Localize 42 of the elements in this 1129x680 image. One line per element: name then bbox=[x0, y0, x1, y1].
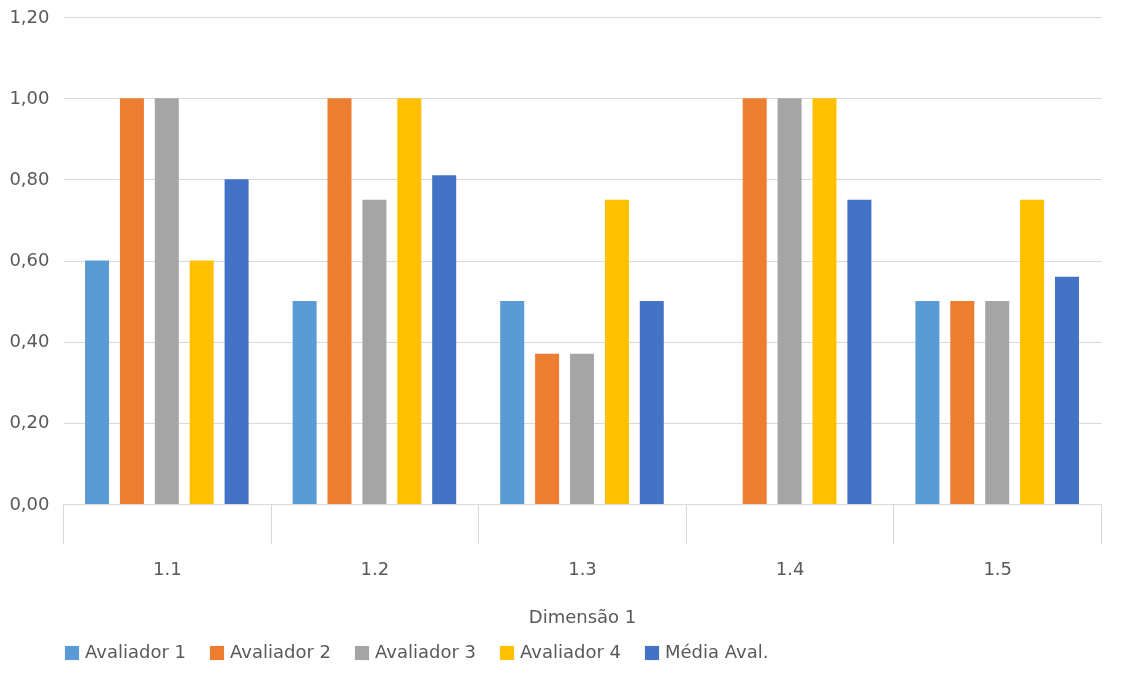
legend-label: Avaliador 3 bbox=[375, 641, 476, 662]
legend-label: Avaliador 2 bbox=[230, 641, 331, 662]
x-tick-label: 1.1 bbox=[152, 557, 182, 579]
bar bbox=[950, 301, 975, 504]
bar bbox=[847, 199, 872, 504]
x-tick-label: 1.5 bbox=[983, 557, 1013, 579]
legend-label: Avaliador 1 bbox=[85, 641, 186, 662]
bar bbox=[119, 98, 144, 504]
x-tick-label: 1.4 bbox=[775, 557, 805, 579]
bar bbox=[154, 98, 179, 504]
bar bbox=[85, 260, 110, 504]
x-tick-label: 1.3 bbox=[568, 557, 597, 579]
bar bbox=[432, 175, 457, 504]
bar bbox=[535, 353, 560, 504]
bar bbox=[1054, 276, 1079, 504]
bar bbox=[362, 199, 387, 504]
bar bbox=[292, 301, 317, 504]
y-tick-label: 0,40 bbox=[9, 330, 50, 352]
bar bbox=[1020, 199, 1045, 504]
y-tick-label: 0,20 bbox=[9, 411, 50, 433]
y-tick-label: 0,80 bbox=[9, 167, 50, 189]
bar bbox=[570, 353, 594, 504]
y-tick-label: 0,00 bbox=[9, 492, 50, 514]
y-tick-label: 1,20 bbox=[9, 5, 50, 27]
bar bbox=[639, 301, 664, 504]
x-tick-label: 1.2 bbox=[360, 557, 390, 579]
bar bbox=[224, 179, 249, 504]
bar bbox=[812, 98, 837, 504]
bar bbox=[777, 98, 802, 504]
bar bbox=[189, 260, 214, 504]
legend-label: Avaliador 4 bbox=[520, 641, 621, 662]
bar bbox=[500, 301, 525, 504]
legend-label: Média Aval. bbox=[665, 641, 769, 662]
bar bbox=[742, 98, 767, 504]
bar bbox=[915, 301, 940, 504]
bar bbox=[397, 98, 422, 504]
y-tick-label: 0,60 bbox=[9, 249, 50, 270]
bar bbox=[327, 98, 352, 504]
bar bbox=[985, 301, 1010, 504]
y-tick-label: 1,00 bbox=[9, 86, 50, 108]
bar bbox=[604, 199, 629, 504]
x-axis-title: Dimensão 1 bbox=[528, 605, 637, 627]
